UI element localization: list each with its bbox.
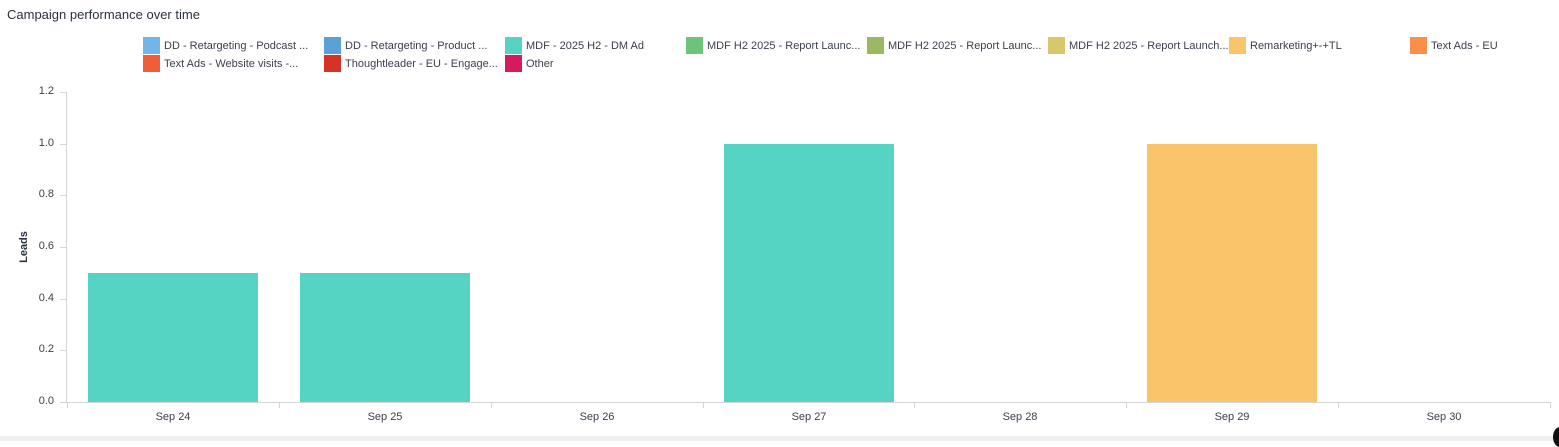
y-tick: [60, 144, 66, 145]
legend-swatch-icon: [143, 37, 160, 54]
y-tick: [60, 195, 66, 196]
y-tick: [60, 402, 66, 403]
legend-swatch-icon: [143, 55, 160, 72]
legend-item[interactable]: MDF H2 2025 - Report Launch...: [1048, 37, 1229, 54]
y-tick: [60, 299, 66, 300]
y-tick: [60, 92, 66, 93]
legend-swatch-icon: [324, 55, 341, 72]
x-tick-label: Sep 26: [579, 411, 615, 423]
legend-item[interactable]: Text Ads - EU: [1410, 37, 1498, 54]
legend-swatch-icon: [867, 37, 884, 54]
legend-label: MDF H2 2025 - Report Launch...: [1069, 39, 1229, 52]
legend-item[interactable]: Text Ads - Website visits -...: [143, 55, 298, 72]
y-tick-label: 0.4: [38, 292, 54, 304]
legend-item[interactable]: Remarketing+-+TL: [1229, 37, 1342, 54]
legend-item[interactable]: MDF H2 2025 - Report Launc...: [686, 37, 860, 54]
legend-label: Text Ads - EU: [1431, 39, 1498, 52]
legend-item[interactable]: DD - Retargeting - Podcast ...: [143, 37, 308, 54]
y-tick-label: 1.2: [38, 85, 54, 97]
y-tick-label: 0.0: [38, 395, 54, 407]
legend-label: MDF H2 2025 - Report Launc...: [707, 39, 861, 52]
legend-swatch-icon: [324, 37, 341, 54]
x-tick-label: Sep 25: [367, 411, 403, 423]
legend-label: Other: [526, 57, 554, 70]
chart-title: Campaign performance over time: [7, 7, 200, 22]
x-tick: [1338, 402, 1339, 408]
x-tick: [491, 402, 492, 408]
x-tick: [1550, 402, 1551, 408]
legend-item[interactable]: Thoughtleader - EU - Engage...: [324, 55, 498, 72]
y-tick-label: 1.0: [38, 137, 54, 149]
legend-label: Remarketing+-+TL: [1250, 39, 1342, 52]
x-tick: [914, 402, 915, 408]
legend-label: Thoughtleader - EU - Engage...: [345, 57, 498, 70]
x-tick: [1126, 402, 1127, 408]
y-tick-label: 0.2: [38, 343, 54, 355]
legend-swatch-icon: [505, 37, 522, 54]
x-tick: [67, 402, 68, 408]
x-tick-label: Sep 30: [1426, 411, 1462, 423]
legend-swatch-icon: [686, 37, 703, 54]
legend-swatch-icon: [1048, 37, 1065, 54]
legend-swatch-icon: [1410, 37, 1427, 54]
x-axis-line: [66, 402, 1551, 403]
legend: DD - Retargeting - Podcast ... DD - Retar…: [0, 0, 1559, 80]
x-tick: [703, 402, 704, 408]
legend-swatch-icon: [505, 55, 522, 72]
legend-item[interactable]: MDF H2 2025 - Report Launc...: [867, 37, 1041, 54]
x-tick-label: Sep 24: [155, 411, 191, 423]
bar-segment[interactable]: [88, 273, 258, 402]
legend-label: MDF H2 2025 - Report Launc...: [888, 39, 1042, 52]
legend-item[interactable]: MDF - 2025 H2 - DM Ad: [505, 37, 644, 54]
legend-item[interactable]: DD - Retargeting - Product ...: [324, 37, 487, 54]
x-tick-label: Sep 27: [791, 411, 827, 423]
legend-label: Text Ads - Website visits -...: [164, 57, 299, 70]
x-tick: [279, 402, 280, 408]
legend-swatch-icon: [1229, 37, 1246, 54]
y-tick: [60, 350, 66, 351]
x-tick-label: Sep 28: [1002, 411, 1038, 423]
y-tick: [60, 247, 66, 248]
y-tick-label: 0.8: [38, 188, 54, 200]
cursor-overlay: [1553, 427, 1559, 447]
y-tick-label: 0.6: [38, 240, 54, 252]
bar-segment[interactable]: [1147, 144, 1317, 402]
legend-item[interactable]: Other: [505, 55, 554, 72]
legend-label: DD - Retargeting - Podcast ...: [164, 39, 309, 52]
x-tick-label: Sep 29: [1214, 411, 1250, 423]
bottom-divider: [0, 436, 1559, 441]
legend-label: DD - Retargeting - Product ...: [345, 39, 488, 52]
bar-segment[interactable]: [724, 144, 894, 402]
legend-label: MDF - 2025 H2 - DM Ad: [526, 39, 644, 52]
y-axis-line: [66, 92, 67, 403]
bar-segment[interactable]: [300, 273, 470, 402]
